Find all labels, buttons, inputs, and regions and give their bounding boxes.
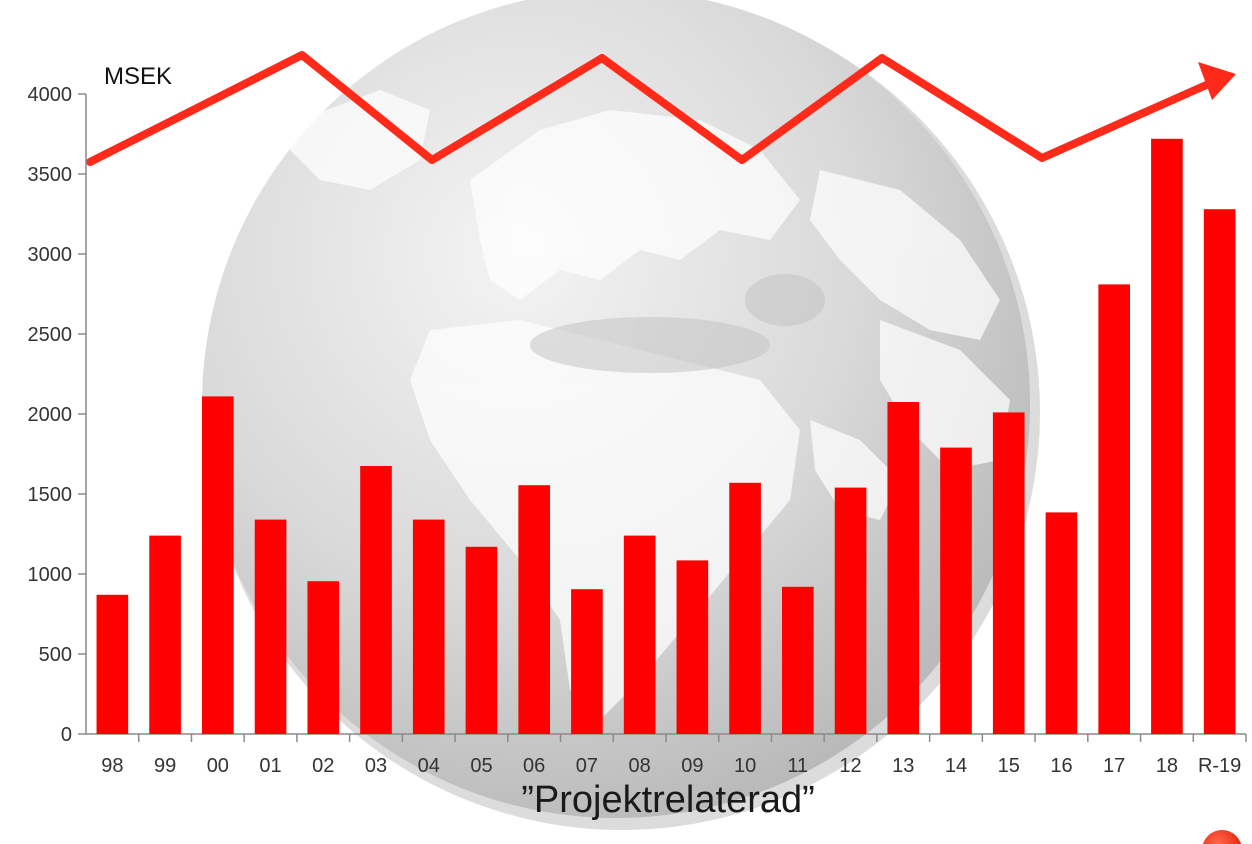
bar-04 bbox=[412, 519, 445, 734]
bar-14 bbox=[940, 447, 972, 734]
bar-series bbox=[96, 138, 1236, 735]
bar-15 bbox=[992, 412, 1025, 734]
x-tick-label: 00 bbox=[207, 755, 229, 777]
x-tick-label: 02 bbox=[312, 755, 334, 777]
x-tick-label: 12 bbox=[839, 755, 861, 777]
x-tick-label: 14 bbox=[945, 755, 967, 777]
y-tick-label: 500 bbox=[39, 644, 72, 666]
x-tick-label: 11 bbox=[787, 755, 808, 777]
bar-02 bbox=[307, 581, 340, 734]
x-tick-label: 10 bbox=[734, 755, 756, 777]
y-tick-label: 3000 bbox=[28, 244, 73, 266]
y-tick-label: 3500 bbox=[28, 164, 73, 186]
x-tick-label: 03 bbox=[365, 755, 387, 777]
bar-03 bbox=[360, 466, 392, 734]
y-tick-label: 2000 bbox=[28, 404, 73, 426]
y-tick-label: 1000 bbox=[28, 564, 73, 586]
bar-09 bbox=[676, 560, 709, 734]
x-tick-label: 98 bbox=[101, 755, 123, 777]
x-tick-label: 07 bbox=[576, 755, 598, 777]
corner-dot-icon bbox=[1202, 830, 1242, 844]
y-tick-label: 0 bbox=[61, 724, 72, 746]
x-tick-label: 09 bbox=[681, 755, 703, 777]
bar-98 bbox=[96, 594, 129, 734]
x-tick-label: 06 bbox=[523, 755, 545, 777]
bar-05 bbox=[465, 546, 498, 734]
bar-06 bbox=[518, 485, 550, 734]
x-tick-label: 04 bbox=[418, 755, 440, 777]
x-tick-label: 99 bbox=[154, 755, 176, 777]
bar-11 bbox=[782, 586, 814, 734]
x-tick-label: 17 bbox=[1103, 755, 1125, 777]
bar-17 bbox=[1098, 284, 1130, 734]
y-unit-label: MSEK bbox=[104, 63, 172, 90]
bar-00 bbox=[202, 396, 234, 734]
y-tick-label: 4000 bbox=[28, 84, 73, 106]
bar-08 bbox=[623, 535, 656, 734]
y-tick-label: 2500 bbox=[28, 324, 73, 346]
bar-07 bbox=[571, 589, 603, 734]
globe-sea-shading bbox=[530, 274, 825, 373]
bar-16 bbox=[1045, 512, 1078, 734]
bar-12 bbox=[834, 487, 867, 734]
trend-arrow-line bbox=[86, 51, 1226, 166]
x-tick-label: 05 bbox=[470, 755, 492, 777]
x-tick-label: R-19 bbox=[1198, 755, 1241, 777]
y-axis: 0 500 1000 1500 2000 2500 3000 3500 4000 bbox=[28, 84, 87, 746]
x-tick-label: 01 bbox=[259, 755, 281, 777]
bar-99 bbox=[149, 535, 181, 734]
bar-10 bbox=[729, 482, 761, 734]
bar-13 bbox=[887, 402, 920, 734]
x-tick-label: 13 bbox=[892, 755, 914, 777]
chart-caption: ”Projektrelaterad” bbox=[521, 779, 815, 821]
x-tick-label: 18 bbox=[1156, 755, 1178, 777]
bar-01 bbox=[254, 519, 287, 734]
trend-arrow-head bbox=[1198, 62, 1236, 100]
x-tick-label: 08 bbox=[629, 755, 651, 777]
bar-18 bbox=[1151, 138, 1183, 735]
trend-arrow bbox=[86, 51, 1236, 166]
bar-R-19 bbox=[1203, 209, 1236, 734]
x-tick-label: 16 bbox=[1050, 755, 1072, 777]
x-tick-label: 15 bbox=[998, 755, 1020, 777]
globe-landmass bbox=[290, 90, 1010, 720]
y-tick-label: 1500 bbox=[28, 484, 73, 506]
